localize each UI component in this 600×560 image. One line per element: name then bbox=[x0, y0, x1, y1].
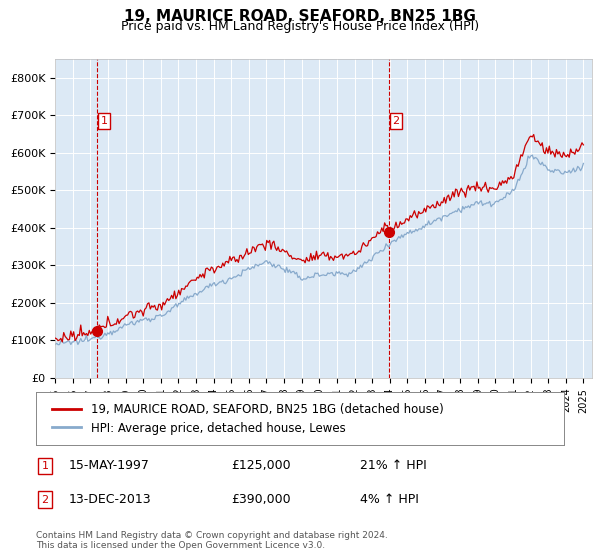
Text: 21% ↑ HPI: 21% ↑ HPI bbox=[360, 459, 427, 473]
Text: 1: 1 bbox=[100, 116, 107, 126]
Text: £125,000: £125,000 bbox=[231, 459, 290, 473]
Text: £390,000: £390,000 bbox=[231, 493, 290, 506]
Text: Price paid vs. HM Land Registry's House Price Index (HPI): Price paid vs. HM Land Registry's House … bbox=[121, 20, 479, 33]
Text: 19, MAURICE ROAD, SEAFORD, BN25 1BG: 19, MAURICE ROAD, SEAFORD, BN25 1BG bbox=[124, 9, 476, 24]
Text: Contains HM Land Registry data © Crown copyright and database right 2024.
This d: Contains HM Land Registry data © Crown c… bbox=[36, 531, 388, 550]
Text: 4% ↑ HPI: 4% ↑ HPI bbox=[360, 493, 419, 506]
Legend: 19, MAURICE ROAD, SEAFORD, BN25 1BG (detached house), HPI: Average price, detach: 19, MAURICE ROAD, SEAFORD, BN25 1BG (det… bbox=[47, 398, 448, 439]
Text: 1: 1 bbox=[41, 461, 49, 471]
Text: 15-MAY-1997: 15-MAY-1997 bbox=[69, 459, 150, 473]
Text: 2: 2 bbox=[392, 116, 400, 126]
Text: 2: 2 bbox=[41, 494, 49, 505]
Text: 13-DEC-2013: 13-DEC-2013 bbox=[69, 493, 152, 506]
